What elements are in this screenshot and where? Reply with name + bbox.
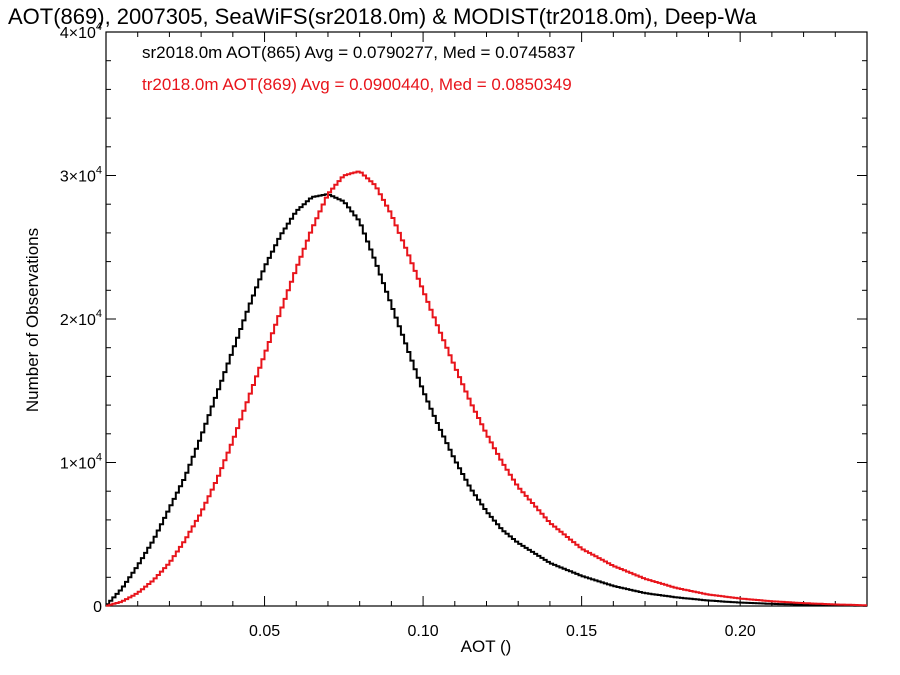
- x-tick-label: 0.05: [249, 623, 280, 640]
- axis-ticks: 0.05 0.10 0.15 0.20 0 1×104 2×104 3×104 4×104: [60, 21, 867, 640]
- y-axis-label: Number of Observations: [23, 227, 42, 413]
- y-tick-label: 2×104: [60, 308, 102, 329]
- y-tick-label: 4×104: [60, 21, 102, 42]
- legend-entry-tr: tr2018.0m AOT(869) Avg = 0.0900440, Med …: [142, 75, 572, 94]
- legend-entry-sr: sr2018.0m AOT(865) Avg = 0.0790277, Med …: [142, 43, 576, 62]
- y-tick-label: 3×104: [60, 165, 102, 186]
- series-lines: [106, 170, 867, 607]
- chart-title: AOT(869), 2007305, SeaWiFS(sr2018.0m) & …: [8, 4, 757, 29]
- x-tick-label: 0.10: [408, 623, 439, 640]
- y-tick-label: 0: [93, 599, 102, 616]
- x-tick-label: 0.20: [725, 623, 756, 640]
- series-line: [106, 170, 867, 607]
- plot-area-frame: [105, 31, 868, 607]
- y-tick-label: 1×104: [60, 452, 102, 473]
- series-line: [106, 193, 867, 607]
- x-tick-label: 0.15: [566, 623, 597, 640]
- x-axis-label: AOT (): [460, 637, 512, 656]
